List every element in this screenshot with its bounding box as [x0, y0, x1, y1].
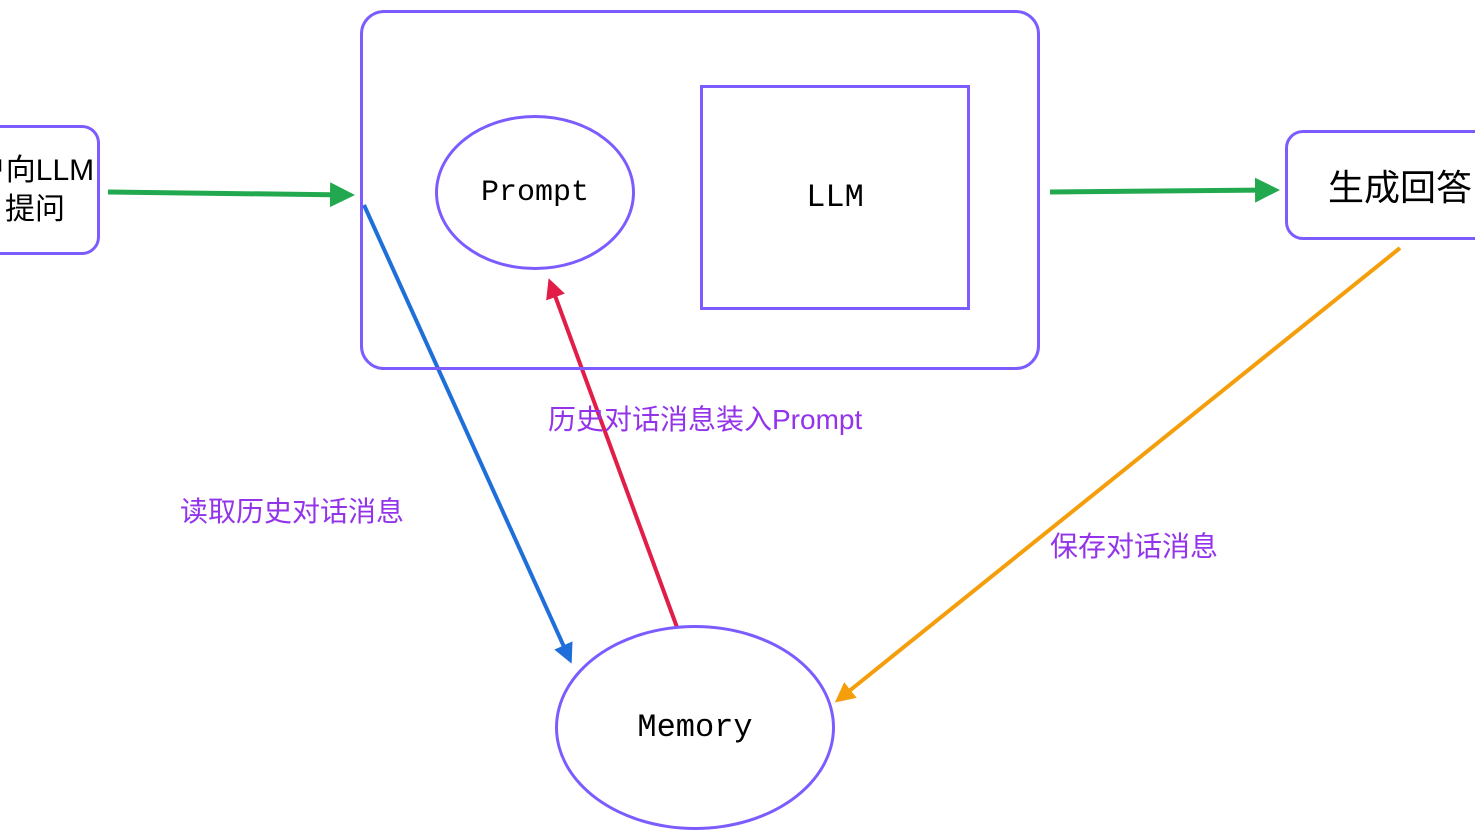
edge-label-save-dialog: 保存对话消息 — [1050, 525, 1218, 565]
edge-label-load-into-prompt: 历史对话消息装入Prompt — [548, 398, 862, 438]
edge-container-to-answer — [1050, 190, 1275, 192]
edge-q-to-container — [108, 192, 350, 195]
user-question-node: 户向LLM 提问 — [0, 125, 100, 255]
memory-label: Memory — [637, 709, 752, 746]
llm-node: LLM — [700, 85, 970, 310]
user-question-label-line2: 提问 — [5, 190, 65, 229]
prompt-node: Prompt — [435, 115, 635, 270]
answer-node: 生成回答 — [1285, 130, 1475, 240]
prompt-label: Prompt — [481, 176, 589, 210]
llm-label: LLM — [806, 179, 864, 216]
memory-node: Memory — [555, 625, 835, 830]
user-question-label-line1: 户向LLM — [0, 151, 94, 190]
edge-label-read-history: 读取历史对话消息 — [180, 490, 404, 530]
answer-label: 生成回答 — [1328, 159, 1472, 211]
